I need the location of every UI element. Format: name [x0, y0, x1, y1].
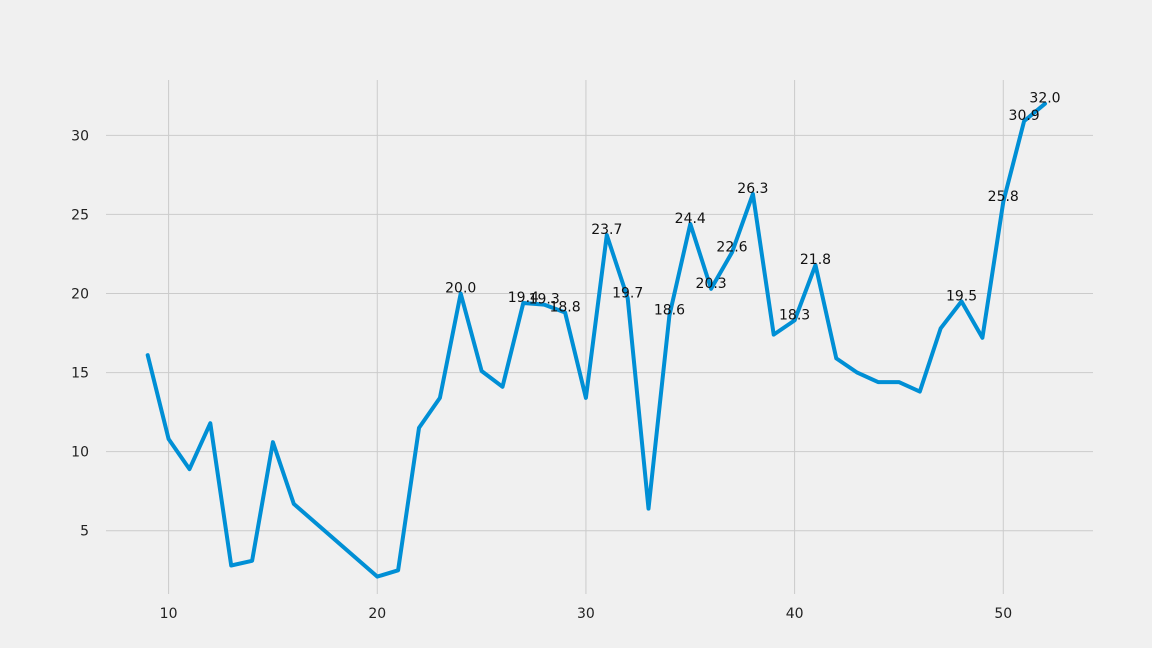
- x-tick-label: 20: [368, 606, 386, 622]
- y-tick-label: 5: [80, 524, 89, 540]
- series-layer: [145, 101, 1047, 579]
- data-label: 19.5: [946, 288, 977, 304]
- data-label: 19.3: [529, 292, 560, 308]
- data-label: 26.3: [737, 181, 768, 197]
- data-label: 25.8: [988, 189, 1019, 205]
- data-label: 24.4: [675, 211, 706, 227]
- data-label: 18.3: [779, 307, 810, 323]
- x-tick-label: 10: [160, 606, 178, 622]
- x-tick-label: 40: [786, 606, 804, 622]
- y-tick-label: 20: [71, 287, 89, 303]
- data-label: 20.3: [696, 276, 727, 292]
- grid: [106, 80, 1093, 594]
- data-label: 19.4: [508, 290, 539, 306]
- y-tick-label: 25: [71, 207, 89, 223]
- data-label: 23.7: [591, 222, 622, 238]
- axis-ticks: 10 20 30 40 50 5 10 15 20 25 30: [71, 128, 1012, 622]
- data-label: 30.9: [1009, 108, 1040, 124]
- data-label: 21.8: [800, 252, 831, 268]
- data-label: 18.6: [654, 303, 685, 319]
- y-tick-label: 10: [71, 445, 89, 461]
- x-tick-label: 50: [994, 606, 1012, 622]
- y-tick-label: 30: [71, 128, 89, 144]
- y-tick-label: 15: [71, 366, 89, 382]
- series-line: [145, 101, 1047, 579]
- data-label: 20.0: [445, 281, 476, 297]
- data-labels: 20.0 19.419.318.8 23.7 19.7 18.6 24.4 20.3 22.6…: [445, 91, 1060, 324]
- data-label: 18.8: [549, 299, 580, 315]
- data-label: 19.7: [612, 285, 643, 301]
- data-label: 22.6: [716, 239, 747, 255]
- data-label: 32.0: [1029, 91, 1060, 107]
- x-tick-label: 30: [577, 606, 595, 622]
